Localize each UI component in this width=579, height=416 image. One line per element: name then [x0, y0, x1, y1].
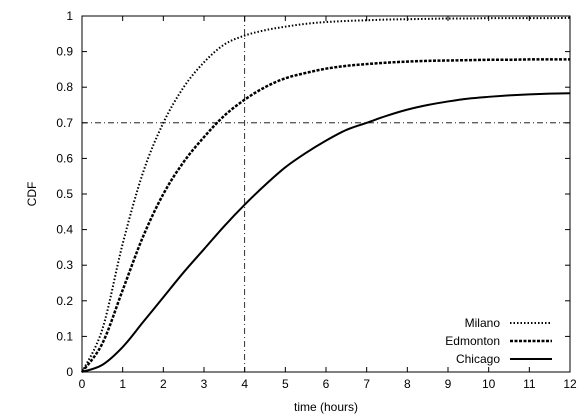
legend: Milano Edmonton Chicago: [445, 316, 552, 366]
x-tick-label: 12: [563, 377, 577, 391]
y-tick-label: 1: [66, 9, 73, 23]
x-axis-ticks: 0 1 2 3 4 5 6 7 8 9 10 11 12: [79, 16, 577, 391]
y-tick-label: 0.3: [56, 258, 73, 272]
x-axis-label: time (hours): [294, 400, 358, 414]
y-tick-label: 0: [66, 365, 73, 379]
x-tick-label: 10: [482, 377, 496, 391]
legend-label-chicago: Chicago: [456, 352, 500, 366]
x-tick-label: 8: [404, 377, 411, 391]
y-tick-label: 0.4: [56, 223, 73, 237]
x-tick-label: 11: [523, 377, 536, 391]
x-tick-label: 7: [363, 377, 370, 391]
x-tick-label: 9: [445, 377, 452, 391]
x-tick-label: 6: [323, 377, 330, 391]
y-axis-label: CDF: [25, 182, 39, 207]
y-axis-ticks: 0 0.1 0.2 0.3 0.4 0.5 0.6 0.7 0.8 0.9 1: [56, 9, 570, 379]
x-tick-label: 0: [79, 377, 86, 391]
y-tick-label: 0.5: [56, 187, 73, 201]
y-tick-label: 0.9: [56, 45, 73, 59]
x-tick-label: 5: [282, 377, 289, 391]
x-tick-label: 2: [160, 377, 167, 391]
x-tick-label: 4: [241, 377, 248, 391]
x-tick-label: 1: [119, 377, 126, 391]
series-line-chicago: [81, 92, 571, 373]
x-tick-label: 3: [201, 377, 208, 391]
y-tick-label: 0.8: [56, 80, 73, 94]
y-tick-label: 0.7: [56, 116, 73, 130]
legend-label-edmonton: Edmonton: [445, 334, 500, 348]
y-tick-label: 0.2: [56, 294, 73, 308]
y-tick-label: 0.1: [56, 329, 73, 343]
legend-label-milano: Milano: [465, 316, 501, 330]
series-line-edmonton: [80, 58, 570, 373]
y-tick-label: 0.6: [56, 151, 73, 165]
